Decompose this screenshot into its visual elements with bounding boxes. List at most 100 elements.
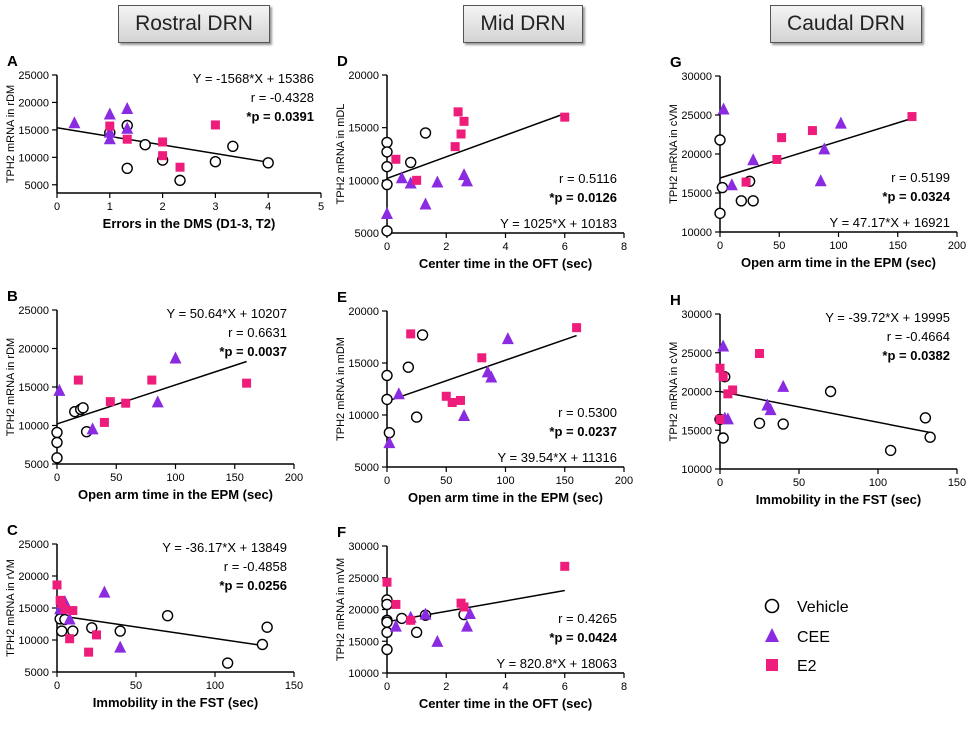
x-tick-label: 0 bbox=[384, 475, 390, 487]
y-tick-label: 20000 bbox=[681, 387, 712, 399]
x-tick-label: 150 bbox=[948, 477, 966, 489]
e2-point bbox=[572, 323, 582, 333]
r-value: r = 0.5199 bbox=[891, 170, 950, 185]
y-tick-label: 20000 bbox=[18, 571, 49, 583]
cee-point bbox=[431, 175, 444, 188]
regression-line bbox=[386, 334, 577, 403]
e2-point bbox=[391, 154, 401, 164]
x-tick-label: 0 bbox=[717, 240, 723, 252]
e2-point bbox=[391, 599, 401, 609]
x-tick-label: 100 bbox=[829, 240, 847, 252]
x-axis-label: Open arm time in the EPM (sec) bbox=[741, 255, 936, 270]
cee-point bbox=[419, 607, 432, 620]
p-value: *p = 0.0391 bbox=[246, 109, 314, 124]
y-tick-label: 25000 bbox=[18, 305, 49, 317]
e2-point bbox=[450, 142, 460, 152]
vehicle-point bbox=[753, 417, 766, 429]
panel-C: C 0 50 100 150 5000 10000 15000 20000 25000 Immobi… bbox=[5, 522, 303, 710]
e2-point bbox=[121, 398, 131, 408]
p-value: *p = 0.0126 bbox=[549, 190, 617, 205]
cee-point bbox=[151, 395, 164, 408]
x-tick-label: 4 bbox=[265, 201, 271, 213]
panel-letter: D bbox=[337, 53, 348, 70]
e2-point bbox=[147, 375, 157, 385]
vehicle-point bbox=[56, 625, 68, 637]
e2-point bbox=[382, 577, 392, 587]
y-axis-label: TPH2 mRNA in mVM bbox=[335, 558, 347, 661]
x-tick-label: 2 bbox=[160, 201, 166, 213]
x-tick-label: 50 bbox=[773, 240, 785, 252]
p-value: *p = 0.0424 bbox=[549, 630, 617, 645]
e2-point bbox=[406, 615, 416, 625]
panel-B: B 0 50 100 150 200 5000 10000 15000 20000 25000 Ope… bbox=[5, 288, 303, 502]
vehicle-point bbox=[161, 609, 174, 622]
e2-point bbox=[560, 561, 570, 571]
vehicle-point bbox=[381, 369, 393, 382]
y-tick-label: 20000 bbox=[348, 605, 379, 617]
e2-point bbox=[807, 126, 817, 136]
x-tick-label: 6 bbox=[562, 681, 568, 693]
x-tick-label: 8 bbox=[621, 241, 627, 253]
y-tick-label: 15000 bbox=[681, 188, 712, 200]
e2-point bbox=[68, 606, 78, 616]
vehicle-point bbox=[381, 146, 393, 158]
r-value: r = -0.4328 bbox=[251, 90, 314, 105]
e2-point bbox=[441, 391, 451, 401]
e2-point bbox=[456, 129, 466, 139]
y-tick-label: 5000 bbox=[355, 228, 379, 240]
vehicle-point bbox=[714, 134, 726, 146]
header-mid-drn: Mid DRN bbox=[463, 5, 583, 43]
legend-label: E2 bbox=[797, 658, 817, 675]
vehicle-point bbox=[919, 412, 932, 424]
cee-point bbox=[169, 351, 182, 364]
vehicle-point bbox=[419, 127, 432, 139]
x-axis-label: Open arm time in the EPM (sec) bbox=[78, 487, 273, 502]
cee-point bbox=[114, 640, 127, 653]
y-tick-label: 15000 bbox=[348, 358, 379, 370]
vehicle-point bbox=[735, 195, 748, 207]
cee-point bbox=[721, 412, 734, 425]
legend-cee-marker bbox=[765, 628, 779, 642]
x-tick-label: 5 bbox=[318, 201, 324, 213]
vehicle-point bbox=[51, 436, 63, 449]
panel-F: F 0 2 4 6 8 10000 15000 20000 25000 30000 Center ti… bbox=[335, 524, 627, 711]
e2-point bbox=[560, 112, 570, 122]
y-tick-label: 20000 bbox=[681, 149, 712, 161]
regression-equation: Y = 820.8*X + 18063 bbox=[497, 656, 617, 671]
x-tick-label: 0 bbox=[54, 472, 60, 484]
vehicle-point bbox=[381, 598, 393, 611]
e2-point bbox=[158, 151, 168, 161]
y-tick-label: 10000 bbox=[681, 227, 712, 239]
vehicle-point bbox=[262, 157, 274, 169]
x-tick-label: 0 bbox=[54, 201, 60, 213]
cee-point bbox=[431, 634, 444, 647]
e2-point bbox=[777, 133, 787, 143]
r-value: r = 0.5300 bbox=[558, 405, 617, 420]
y-tick-label: 20000 bbox=[18, 97, 49, 109]
x-tick-label: 0 bbox=[384, 681, 390, 693]
e2-point bbox=[728, 385, 738, 395]
panel-letter: B bbox=[7, 288, 18, 305]
regression-equation: Y = 39.54*X + 11316 bbox=[497, 450, 617, 465]
cee-point bbox=[777, 379, 790, 392]
cee-point bbox=[814, 174, 827, 187]
x-axis-label: Errors in the DMS (D1-3, T2) bbox=[103, 216, 276, 231]
regression-line bbox=[386, 589, 565, 623]
legend-e2-marker bbox=[766, 659, 778, 671]
e2-point bbox=[715, 414, 725, 424]
x-tick-label: 150 bbox=[226, 472, 244, 484]
y-axis-label: TPH2 mRNA in mDL bbox=[335, 104, 347, 205]
cee-point bbox=[485, 370, 498, 383]
vehicle-point bbox=[121, 162, 133, 175]
x-tick-label: 100 bbox=[869, 477, 887, 489]
vehicle-point bbox=[381, 393, 393, 406]
e2-point bbox=[65, 634, 75, 644]
x-tick-label: 50 bbox=[440, 475, 452, 487]
x-axis-label: Open arm time in the EPM (sec) bbox=[408, 490, 603, 505]
vehicle-point bbox=[714, 207, 726, 219]
e2-point bbox=[447, 398, 457, 408]
e2-point bbox=[105, 121, 115, 131]
vehicle-point bbox=[777, 418, 789, 430]
panel-letter: C bbox=[7, 522, 18, 539]
